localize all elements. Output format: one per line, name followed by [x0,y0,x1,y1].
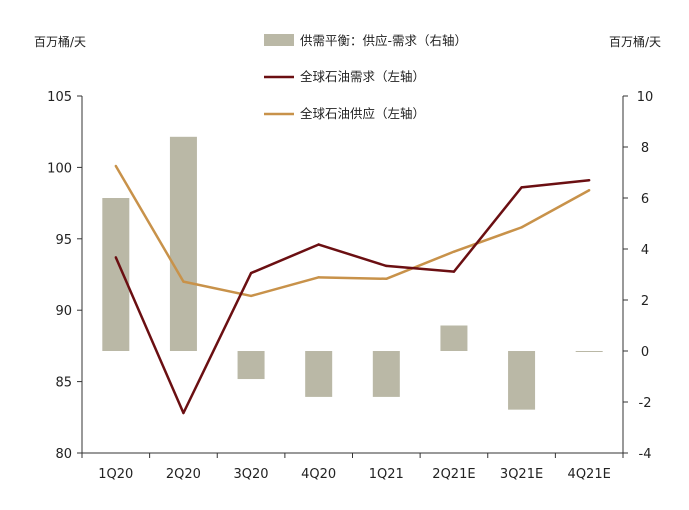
legend-label-demand: 全球石油需求（左轴） [300,69,425,84]
right-tick-label: 2 [641,294,649,309]
x-tick-label: 3Q20 [234,467,269,482]
right-tick-label: 10 [637,90,654,105]
x-tick-label: 3Q21E [500,467,543,482]
supply-point [385,277,388,280]
left-axis-unit: 百万桶/天 [34,34,86,49]
x-tick-label: 1Q21 [369,467,404,482]
left-tick-label: 95 [55,233,72,248]
balance-bar [169,136,197,351]
x-tick-label: 2Q20 [166,467,201,482]
demand-line [114,179,590,415]
x-tick-label: 4Q21E [568,467,611,482]
x-tick-label: 2Q21E [432,467,475,482]
legend-label-balance: 供需平衡：供应-需求（右轴） [300,33,467,48]
left-tick-label: 80 [55,447,72,462]
supply-line [114,165,590,298]
right-tick-label: -2 [639,396,652,411]
demand-point [249,271,253,275]
right-tick-label: 4 [641,243,649,258]
demand-point [182,411,185,415]
supply-point [114,164,118,168]
demand-point [587,179,591,182]
supply-point [520,226,523,229]
balance-bar [305,351,333,397]
balance-bar [440,325,468,351]
demand-point [114,256,118,259]
right-tick-label: 8 [641,141,649,156]
left-tick-label: 105 [47,90,72,105]
right-axis-unit: 百万桶/天 [609,34,661,49]
demand-point [385,264,388,268]
x-tick-label: 4Q20 [301,467,336,482]
demand-point [317,243,320,246]
right-tick-label: 0 [641,345,649,360]
balance-bar [575,351,603,352]
balance-bar [372,351,400,397]
supply-point [317,276,320,279]
supply-point [249,294,253,298]
demand-point [452,270,456,273]
supply-point [587,189,591,192]
demand-point [520,186,523,189]
legend-swatch-balance [264,34,294,46]
x-tick-label: 1Q20 [98,467,133,482]
left-tick-label: 90 [55,304,72,319]
right-tick-label: 6 [641,192,649,207]
balance-bar [508,351,536,410]
supply-point [452,250,456,253]
supply-point [182,280,185,283]
right-tick-label: -4 [639,447,652,462]
left-tick-label: 100 [47,161,72,176]
left-tick-label: 85 [55,376,72,391]
balance-bar [102,198,130,351]
balance-bar [237,351,265,380]
legend-label-supply: 全球石油供应（左轴） [300,106,425,121]
